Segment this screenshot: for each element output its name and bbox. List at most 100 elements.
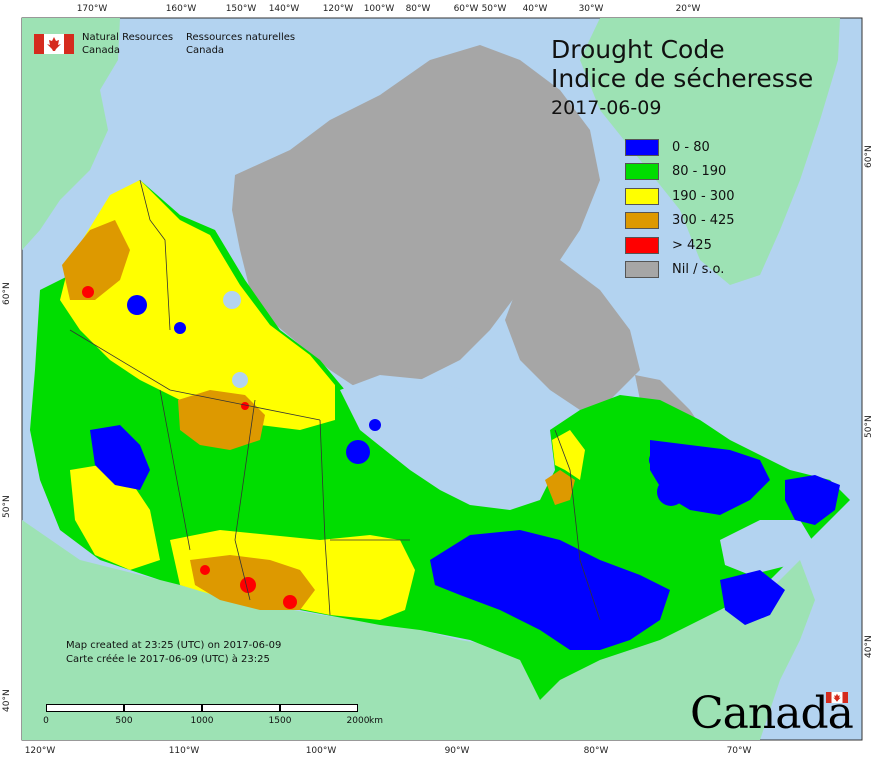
legend-item: 80 - 190 (625, 160, 735, 185)
red-spot-nwt (241, 402, 249, 410)
great-slave-lake (232, 372, 248, 388)
top-tick-150w: 150°W (225, 4, 257, 14)
blue-zone-ontario (430, 530, 670, 650)
top-tick-140w: 140°W (268, 4, 300, 14)
scale-label-1500: 1500 (268, 716, 292, 726)
top-tick-50w: 50°W (481, 4, 507, 14)
yellow-zone-bc (70, 465, 160, 570)
legend-label: 80 - 190 (672, 164, 727, 180)
left-tick-40n: 40°N (2, 689, 12, 712)
credit-english: Map created at 23:25 (UTC) on 2017-06-09 (66, 640, 282, 651)
bottom-tick-100w: 100°W (305, 746, 337, 756)
agency-french: Ressources naturelles Canada (186, 31, 295, 57)
blue-lake-6 (369, 419, 381, 431)
legend-label: 190 - 300 (672, 188, 735, 204)
left-tick-60n: 60°N (2, 282, 12, 305)
blue-lake-2 (346, 440, 370, 464)
legend-swatch (625, 236, 659, 254)
scale-label-2000: 2000 (346, 716, 370, 726)
bottom-tick-80w: 80°W (583, 746, 609, 756)
canada-flag-icon (34, 34, 74, 54)
bottom-tick-120w: 120°W (24, 746, 56, 756)
legend-swatch (625, 261, 659, 279)
bottom-tick-110w: 110°W (168, 746, 200, 756)
top-tick-170w: 170°W (76, 4, 108, 14)
top-tick-40w: 40°W (522, 4, 548, 14)
legend-item: Nil / s.o. (625, 258, 735, 283)
blue-lake-3 (657, 478, 685, 506)
legend-swatch (625, 163, 659, 181)
scale-bar: 0 500 1000 1500 2000 km (43, 704, 383, 734)
blue-zone-newfoundland (785, 475, 840, 525)
legend-item: 190 - 300 (625, 184, 735, 209)
legend-swatch (625, 212, 659, 230)
legend-item: 300 - 425 (625, 209, 735, 234)
agency-english-line1: Natural Resources (82, 32, 174, 43)
credit-french: Carte créée le 2017-06-09 (UTC) à 23:25 (66, 654, 270, 665)
blue-lake-1 (127, 295, 147, 315)
top-tick-160w: 160°W (165, 4, 197, 14)
scale-segment-1 (46, 704, 124, 712)
great-bear-lake (223, 291, 241, 309)
legend-label: 0 - 80 (672, 139, 710, 155)
agency-english-line2: Canada (82, 45, 121, 56)
baffin-island (505, 260, 640, 410)
gulf-st-lawrence (720, 520, 815, 575)
right-tick-40n: 40°N (864, 635, 874, 658)
yellow-zone-west (60, 180, 335, 430)
left-tick-50n: 50°N (2, 495, 12, 518)
map-title: Drought Code Indice de sécheresse 2017-0… (551, 35, 813, 121)
blue-zone-maritimes (720, 570, 785, 625)
top-tick-120w: 120°W (322, 4, 354, 14)
legend-item: 0 - 80 (625, 135, 735, 160)
map-date: 2017-06-09 (551, 97, 662, 119)
legend-swatch (625, 138, 659, 156)
usa-land (22, 520, 815, 740)
top-tick-100w: 100°W (363, 4, 395, 14)
orange-zone-quebec (545, 470, 575, 505)
greenland-land (580, 18, 840, 285)
legend-label: Nil / s.o. (672, 262, 725, 278)
agency-english: Natural Resources Canada (82, 31, 173, 57)
red-spot-prairies-1 (240, 577, 256, 593)
scale-label-0: 0 (43, 716, 49, 726)
red-spot-yukon (82, 286, 94, 298)
bottom-tick-90w: 90°W (444, 746, 470, 756)
yellow-zone-quebec (552, 430, 585, 480)
scale-label-500: 500 (115, 716, 133, 726)
legend: 0 - 80 80 - 190 190 - 300 300 - 425 > 425 Nil… (625, 135, 735, 282)
red-spot-prairies-3 (200, 565, 210, 575)
right-tick-60n: 60°N (864, 145, 874, 168)
red-spot-prairies-2 (283, 595, 297, 609)
legend-swatch (625, 187, 659, 205)
scale-segment-3 (202, 704, 280, 712)
credit-text: Map created at 23:25 (UTC) on 2017-06-09… (66, 639, 281, 667)
scale-segment-4 (280, 704, 358, 712)
blue-lake-5 (174, 322, 186, 334)
legend-item: > 425 (625, 233, 735, 258)
scale-segment-2 (124, 704, 202, 712)
hudson-bay (340, 375, 555, 510)
blue-lake-4 (649, 451, 667, 469)
alaska-land (22, 18, 120, 250)
legend-label: 300 - 425 (672, 213, 735, 229)
scale-label-1000: 1000 (190, 716, 214, 726)
blue-zone-bc (90, 425, 150, 490)
top-tick-60w: 60°W (453, 4, 479, 14)
agency-french-line1: Ressources naturelles (186, 32, 296, 43)
bottom-tick-70w: 70°W (726, 746, 752, 756)
top-tick-30w: 30°W (578, 4, 604, 14)
title-french: Indice de sécheresse (551, 64, 814, 93)
top-tick-80w: 80°W (405, 4, 431, 14)
wordmark-flag-icon (826, 692, 848, 703)
right-tick-50n: 50°N (864, 415, 874, 438)
agency-french-line2: Canada (186, 45, 225, 56)
title-english: Drought Code (551, 35, 725, 64)
orange-zone-yukon (62, 220, 130, 300)
top-tick-20w: 20°W (675, 4, 701, 14)
scale-unit: km (369, 716, 383, 726)
legend-label: > 425 (672, 237, 712, 253)
arctic-islands (232, 45, 600, 400)
